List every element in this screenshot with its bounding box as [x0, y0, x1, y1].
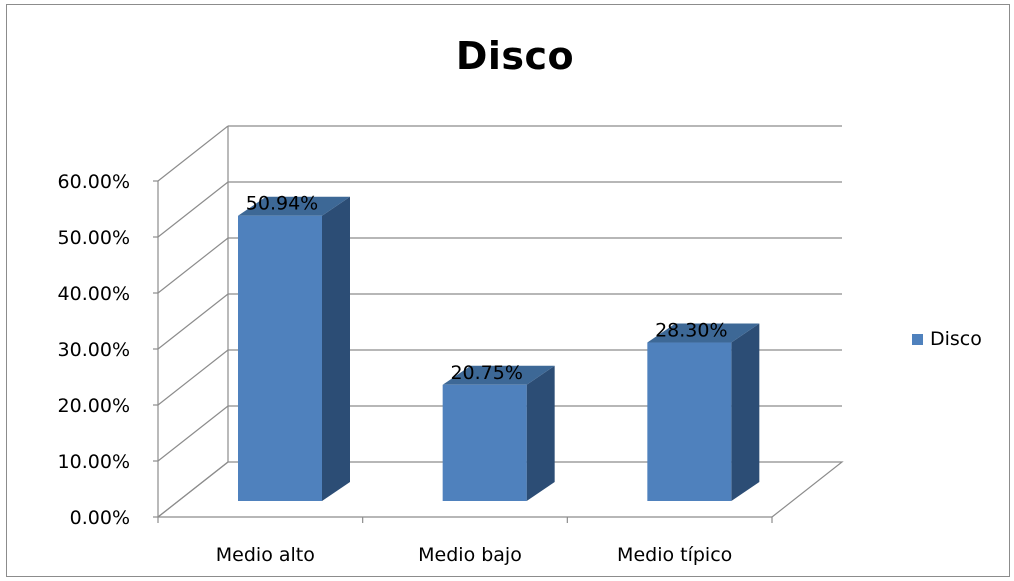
y-tick-label: 50.00%	[58, 227, 130, 249]
x-tick-label: Medio bajo	[418, 544, 522, 566]
gridline-side	[157, 349, 229, 406]
data-label: 28.30%	[655, 320, 727, 342]
bar-top	[647, 323, 760, 343]
gridline-side	[157, 461, 229, 518]
bar	[442, 384, 527, 501]
bars	[238, 196, 760, 501]
bar-side	[526, 365, 555, 501]
y-tick-label: 0.00%	[70, 507, 130, 529]
bar	[238, 215, 322, 501]
x-tick-label: Medio típico	[617, 544, 732, 566]
bar-top	[238, 196, 350, 216]
y-tick-label: 20.00%	[58, 395, 130, 417]
legend-label: Disco	[930, 328, 982, 350]
gridline-side	[157, 405, 229, 462]
x-tick-labels: Medio alto Medio bajo Medio típico	[216, 544, 732, 566]
y-tick-label: 30.00%	[58, 339, 130, 361]
data-labels: 50.94% 20.75% 28.30%	[246, 193, 728, 384]
gridline-side	[157, 293, 229, 350]
data-label: 50.94%	[246, 193, 318, 215]
y-tick-label: 60.00%	[58, 171, 130, 193]
bar-top	[442, 365, 555, 385]
chart-title: Disco	[455, 34, 575, 78]
x-tick-label: Medio alto	[216, 544, 315, 566]
legend-swatch	[912, 333, 923, 345]
y-tick-label: 40.00%	[58, 283, 130, 305]
axes	[153, 180, 773, 523]
y-tick-labels: 0.00% 10.00% 20.00% 30.00% 40.00% 50.00% 60.00…	[58, 171, 130, 529]
bar-side	[731, 323, 760, 501]
y-tick-label: 10.00%	[58, 451, 130, 473]
gridline-side	[157, 125, 229, 182]
gridline-side	[157, 181, 229, 238]
data-label: 20.75%	[450, 362, 522, 384]
legend: Disco	[912, 328, 982, 350]
gridline-side	[157, 237, 229, 294]
bar-side	[322, 196, 350, 501]
bar	[647, 342, 732, 501]
